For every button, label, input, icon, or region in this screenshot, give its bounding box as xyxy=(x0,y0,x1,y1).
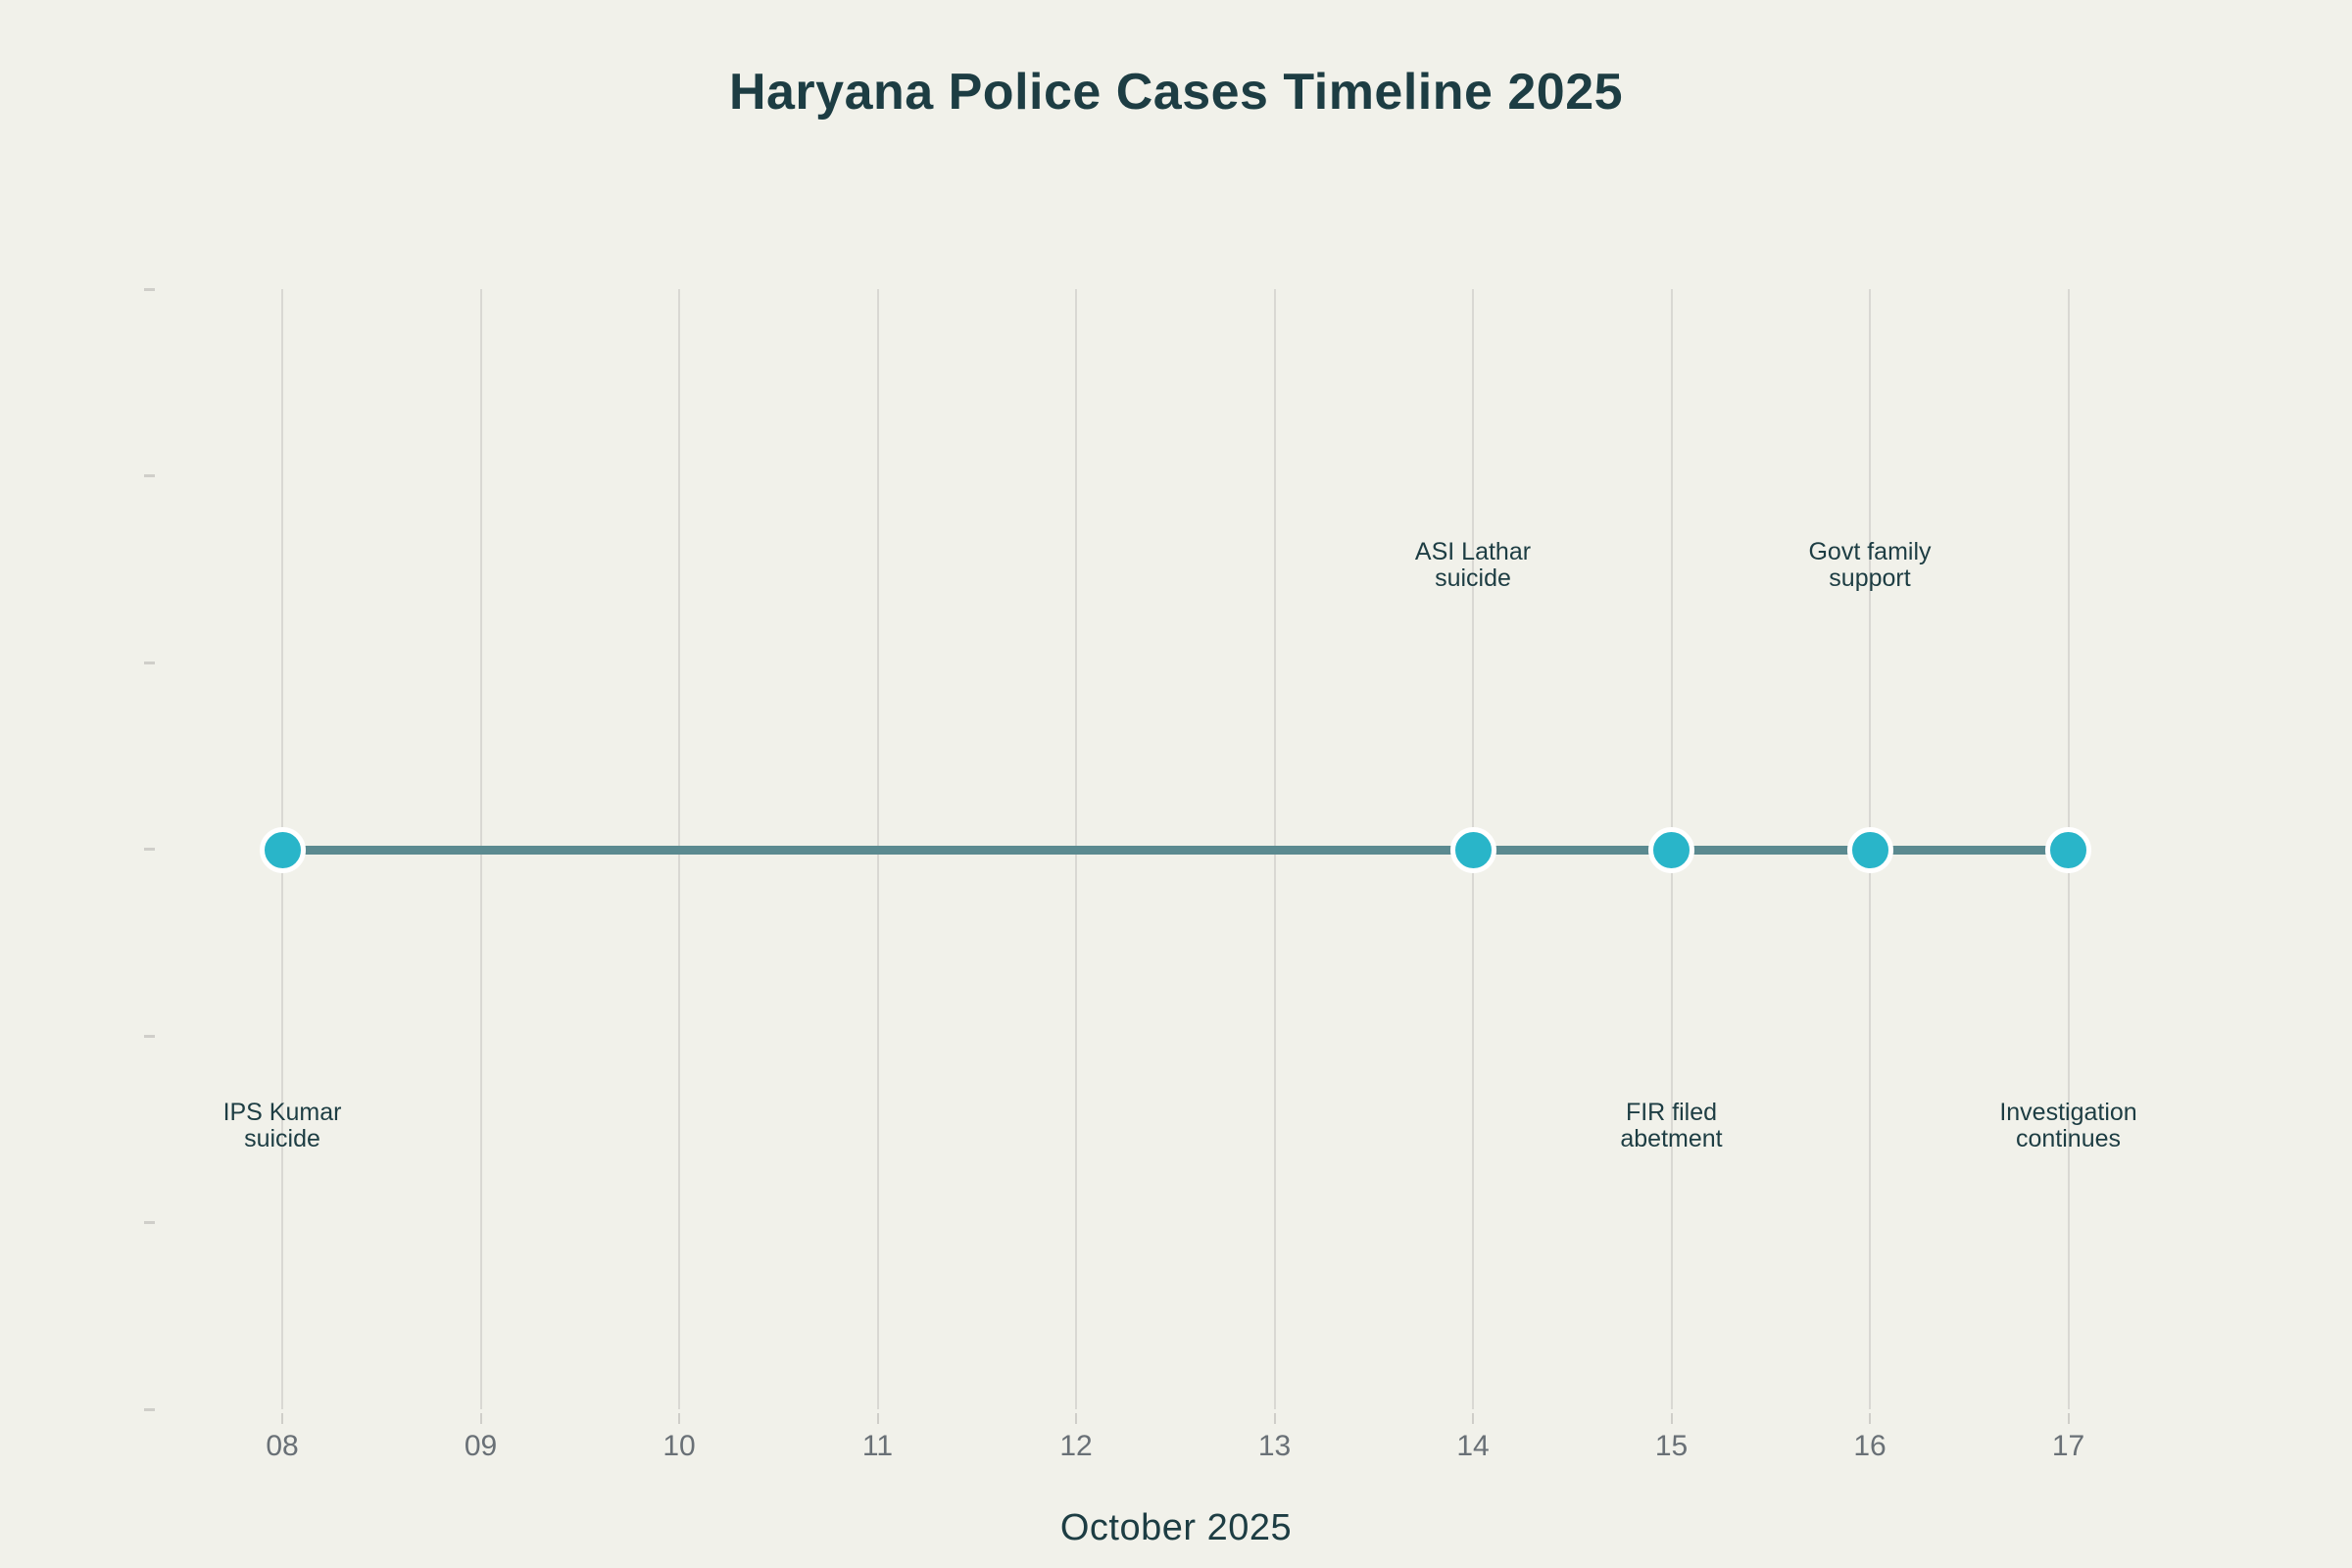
y-tick xyxy=(144,1034,155,1038)
x-tick xyxy=(479,1413,482,1424)
event-marker[interactable] xyxy=(2045,826,2091,873)
event-label: Investigation continues xyxy=(1999,1100,2136,1152)
y-tick xyxy=(144,848,155,852)
x-tick-label: 08 xyxy=(266,1430,299,1462)
x-tick xyxy=(1075,1413,1077,1424)
event-label: Govt family support xyxy=(1808,539,1931,592)
y-tick xyxy=(144,661,155,664)
event-label: IPS Kumar suicide xyxy=(223,1100,342,1152)
event-marker[interactable] xyxy=(1648,826,1694,873)
x-tick xyxy=(678,1413,680,1424)
event-label-line: FIR filed xyxy=(1625,1099,1718,1126)
event-label-line: Govt family xyxy=(1808,538,1932,565)
x-axis-title: October 2025 xyxy=(1059,1507,1293,1548)
x-tick-label: 10 xyxy=(662,1430,696,1462)
x-tick xyxy=(1273,1413,1276,1424)
x-tick-label: 16 xyxy=(1853,1430,1886,1462)
y-tick xyxy=(144,1221,155,1225)
x-tick xyxy=(1869,1413,1871,1424)
event-marker[interactable] xyxy=(259,826,306,873)
event-label: ASI Lathar suicide xyxy=(1415,539,1531,592)
x-tick xyxy=(2067,1413,2070,1424)
chart-title: Haryana Police Cases Timeline 2025 xyxy=(728,64,1624,121)
x-tick-label: 14 xyxy=(1456,1430,1490,1462)
event-label-line: suicide xyxy=(1435,564,1511,592)
y-tick xyxy=(144,1407,155,1411)
y-tick xyxy=(144,474,155,478)
x-tick xyxy=(1472,1413,1474,1424)
x-tick xyxy=(876,1413,879,1424)
x-tick xyxy=(281,1413,283,1424)
event-label-line: support xyxy=(1829,564,1911,592)
event-label: FIR filed abetment xyxy=(1620,1100,1722,1152)
x-tick-label: 13 xyxy=(1257,1430,1292,1462)
timeline-line xyxy=(282,845,2069,855)
x-tick-label: 12 xyxy=(1059,1430,1093,1462)
event-label-line: IPS Kumar xyxy=(222,1099,342,1126)
x-tick xyxy=(1670,1413,1673,1424)
x-tick-label: 11 xyxy=(861,1430,894,1462)
x-tick-label: 09 xyxy=(464,1430,498,1462)
event-label-line: abetment xyxy=(1620,1125,1723,1152)
event-label-line: suicide xyxy=(244,1125,320,1152)
event-label-line: continues xyxy=(2015,1125,2122,1152)
event-label-line: Investigation xyxy=(1999,1099,2137,1126)
x-tick-label: 17 xyxy=(2051,1430,2085,1462)
x-tick-label: 15 xyxy=(1654,1430,1689,1462)
event-label-line: ASI Lathar xyxy=(1414,538,1532,565)
event-marker[interactable] xyxy=(1846,826,1893,873)
event-marker[interactable] xyxy=(1449,826,1496,873)
y-tick xyxy=(144,287,155,291)
